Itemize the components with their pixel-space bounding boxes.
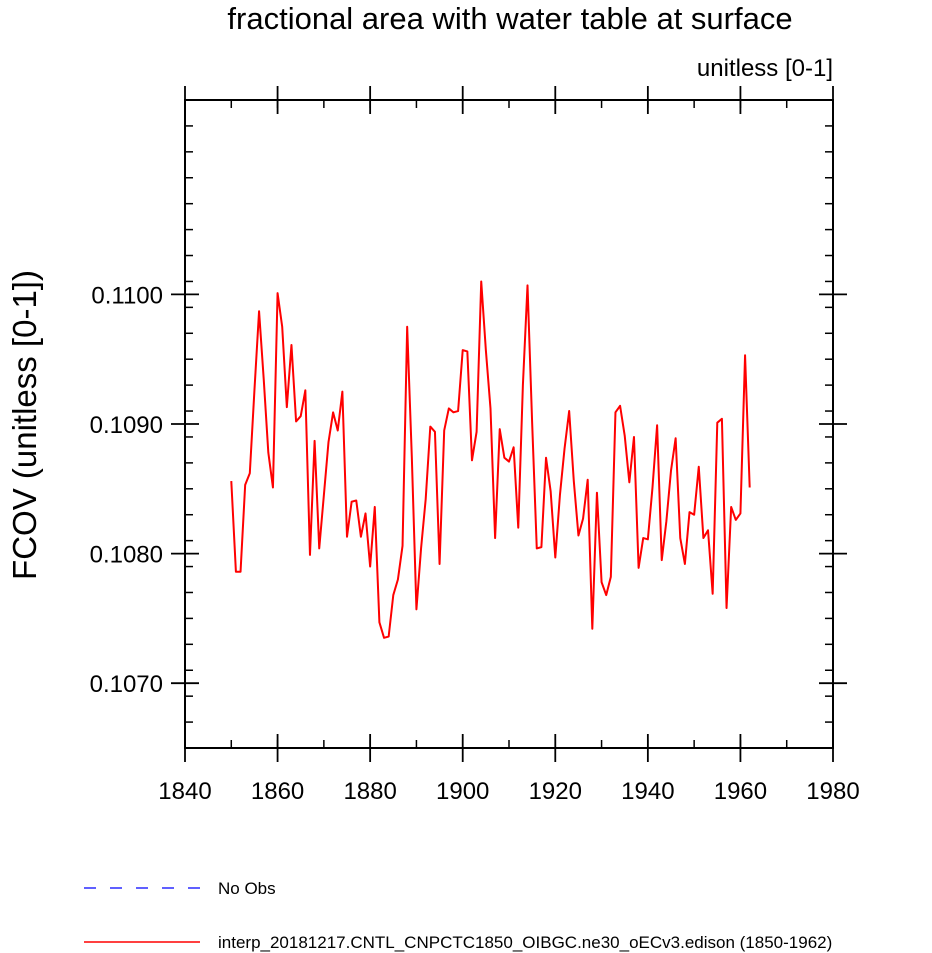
x-tick-label: 1900 — [436, 778, 489, 805]
x-tick-label: 1980 — [806, 778, 859, 805]
x-tick-label: 1880 — [343, 778, 396, 805]
legend: No Obs interp_20181217.CNTL_CNPCTC1850_O… — [84, 879, 832, 952]
chart-title: fractional area with water table at surf… — [227, 1, 792, 36]
y-axis-label: FCOV (unitless [0-1]) — [6, 270, 43, 580]
y-tick-label: 0.1080 — [90, 542, 163, 569]
data-series — [230, 280, 751, 639]
x-tick-label: 1940 — [621, 778, 674, 805]
x-tick-label: 1860 — [251, 778, 304, 805]
plot-frame — [184, 99, 834, 749]
axis-ticks: 0.1070 0.1080 0.1090 0.1100 1840 1860 1880 1900… — [90, 86, 860, 805]
x-tick-label: 1960 — [714, 778, 767, 805]
y-tick-label: 0.1070 — [90, 671, 163, 698]
series-line-model — [230, 280, 751, 639]
legend-label-model: interp_20181217.CNTL_CNPCTC1850_OIBGC.ne… — [218, 933, 832, 952]
y-tick-label: 0.1090 — [90, 412, 163, 439]
x-tick-label: 1920 — [529, 778, 582, 805]
x-tick-label: 1840 — [158, 778, 211, 805]
units-label: unitless [0-1] — [697, 55, 833, 82]
y-tick-label: 0.1100 — [91, 282, 163, 309]
legend-label-no-obs: No Obs — [218, 879, 276, 898]
